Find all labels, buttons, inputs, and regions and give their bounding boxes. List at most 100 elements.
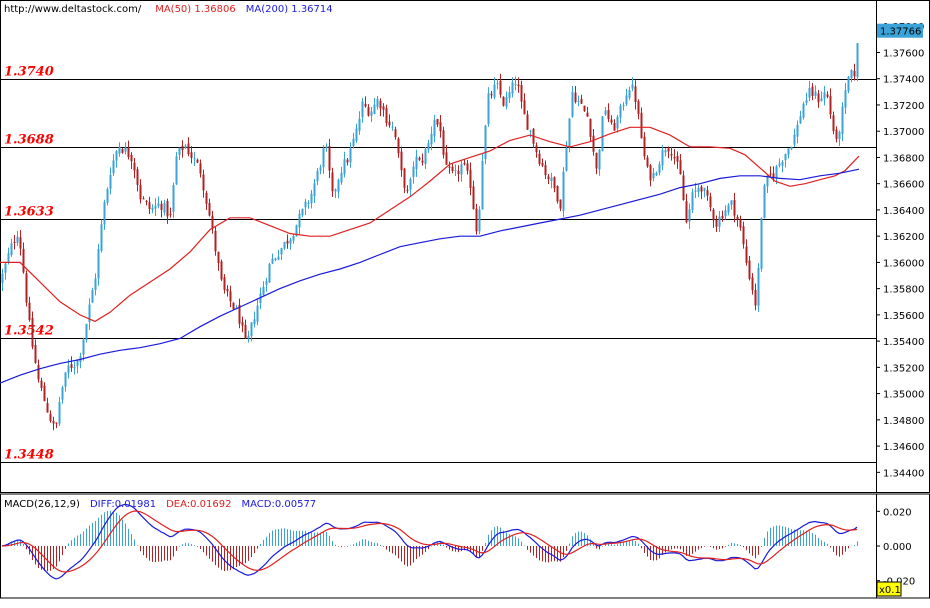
candle-down: [502, 96, 505, 106]
candle-down: [700, 186, 703, 192]
candle-down: [712, 209, 715, 221]
candle-up: [352, 138, 355, 147]
candle-down: [394, 129, 397, 138]
candle-down: [742, 226, 745, 245]
candle-down: [223, 277, 226, 290]
candle-up: [577, 100, 580, 102]
candle-up: [688, 209, 691, 222]
candle-down: [199, 163, 202, 174]
level-label: 1.3633: [4, 205, 54, 220]
candle-down: [649, 165, 652, 181]
candle-up: [283, 241, 286, 249]
candle-up: [697, 188, 700, 193]
candle-up: [274, 258, 277, 260]
candle-down: [130, 154, 133, 162]
candle-up: [844, 90, 847, 108]
candle-down: [472, 186, 475, 210]
candle-down: [523, 100, 526, 115]
candle-up: [622, 105, 625, 107]
candle-up: [664, 150, 667, 153]
candle-down: [160, 203, 163, 211]
level-label: 1.3448: [4, 448, 54, 463]
candle-up: [460, 164, 463, 175]
y-tick-label: 1.36600: [883, 180, 924, 191]
candle-up: [619, 105, 622, 118]
y-tick-label: 1.36200: [883, 232, 924, 243]
candle-down: [835, 129, 838, 139]
candle-down: [769, 173, 772, 175]
y-tick-label: 1.34400: [883, 468, 924, 479]
y-tick-label: 1.35400: [883, 337, 924, 348]
candle-down: [232, 302, 235, 310]
candle-up: [391, 126, 394, 128]
candle-up: [361, 101, 364, 118]
candle-down: [367, 107, 370, 116]
candle-up: [319, 167, 322, 171]
candle-up: [10, 243, 13, 256]
candle-up: [358, 118, 361, 131]
candle-up: [58, 402, 61, 424]
candle-up: [850, 69, 853, 79]
candle-up: [415, 156, 418, 170]
candle-up: [775, 166, 778, 178]
candle-up: [784, 153, 787, 161]
candle-up: [61, 387, 64, 400]
candle-down: [13, 241, 16, 243]
candle-down: [34, 344, 37, 363]
main-panel-frame: [0, 0, 930, 493]
y-tick-label: 1.36400: [883, 206, 924, 217]
candle-down: [634, 86, 637, 102]
y-tick-label: 1.37400: [883, 75, 924, 86]
candle-up: [7, 253, 10, 262]
candle-up: [562, 171, 565, 211]
candle-up: [259, 293, 262, 304]
candle-down: [535, 145, 538, 153]
candle-down: [559, 199, 562, 209]
candle-down: [43, 385, 46, 402]
candle-up: [256, 305, 259, 322]
candle-up: [16, 236, 19, 244]
candle-down: [541, 162, 544, 166]
candle-down: [397, 138, 400, 154]
candle-down: [547, 176, 550, 180]
candle-down: [538, 153, 541, 164]
candle-up: [796, 124, 799, 137]
candle-down: [346, 159, 349, 163]
candle-down: [613, 122, 616, 131]
candle-down: [40, 380, 43, 388]
candle-up: [250, 322, 253, 337]
candle-up: [115, 151, 118, 161]
candle-up: [823, 92, 826, 99]
y-tick-label: 1.35800: [883, 285, 924, 296]
macd-title: MACD(26,12,9): [4, 499, 80, 510]
y-tick-label: 1.36800: [883, 153, 924, 164]
level-label: 1.3740: [4, 65, 54, 80]
candle-down: [148, 202, 151, 210]
candle-up: [856, 43, 859, 78]
candle-up: [766, 175, 769, 187]
candle-down: [133, 162, 136, 171]
candle-down: [208, 203, 211, 216]
candle-up: [298, 213, 301, 228]
candle-down: [22, 248, 25, 273]
candle-down: [673, 156, 676, 159]
candle-down: [202, 174, 205, 191]
candle-down: [595, 153, 598, 169]
candle-down: [217, 251, 220, 263]
candle-up: [781, 162, 784, 166]
candle-up: [4, 263, 7, 273]
candle-up: [292, 235, 295, 241]
candle-down: [442, 130, 445, 155]
candle-down: [517, 84, 520, 87]
candle-down: [244, 324, 247, 338]
macd-dea-line: [1, 510, 858, 573]
candle-down: [196, 159, 199, 163]
candle-down: [403, 168, 406, 188]
candle-down: [388, 121, 391, 126]
candle-up: [778, 163, 781, 166]
candle-up: [802, 103, 805, 118]
candle-up: [790, 147, 793, 150]
candle-down: [328, 146, 331, 171]
candle-down: [457, 170, 460, 175]
candle-up: [313, 183, 316, 197]
